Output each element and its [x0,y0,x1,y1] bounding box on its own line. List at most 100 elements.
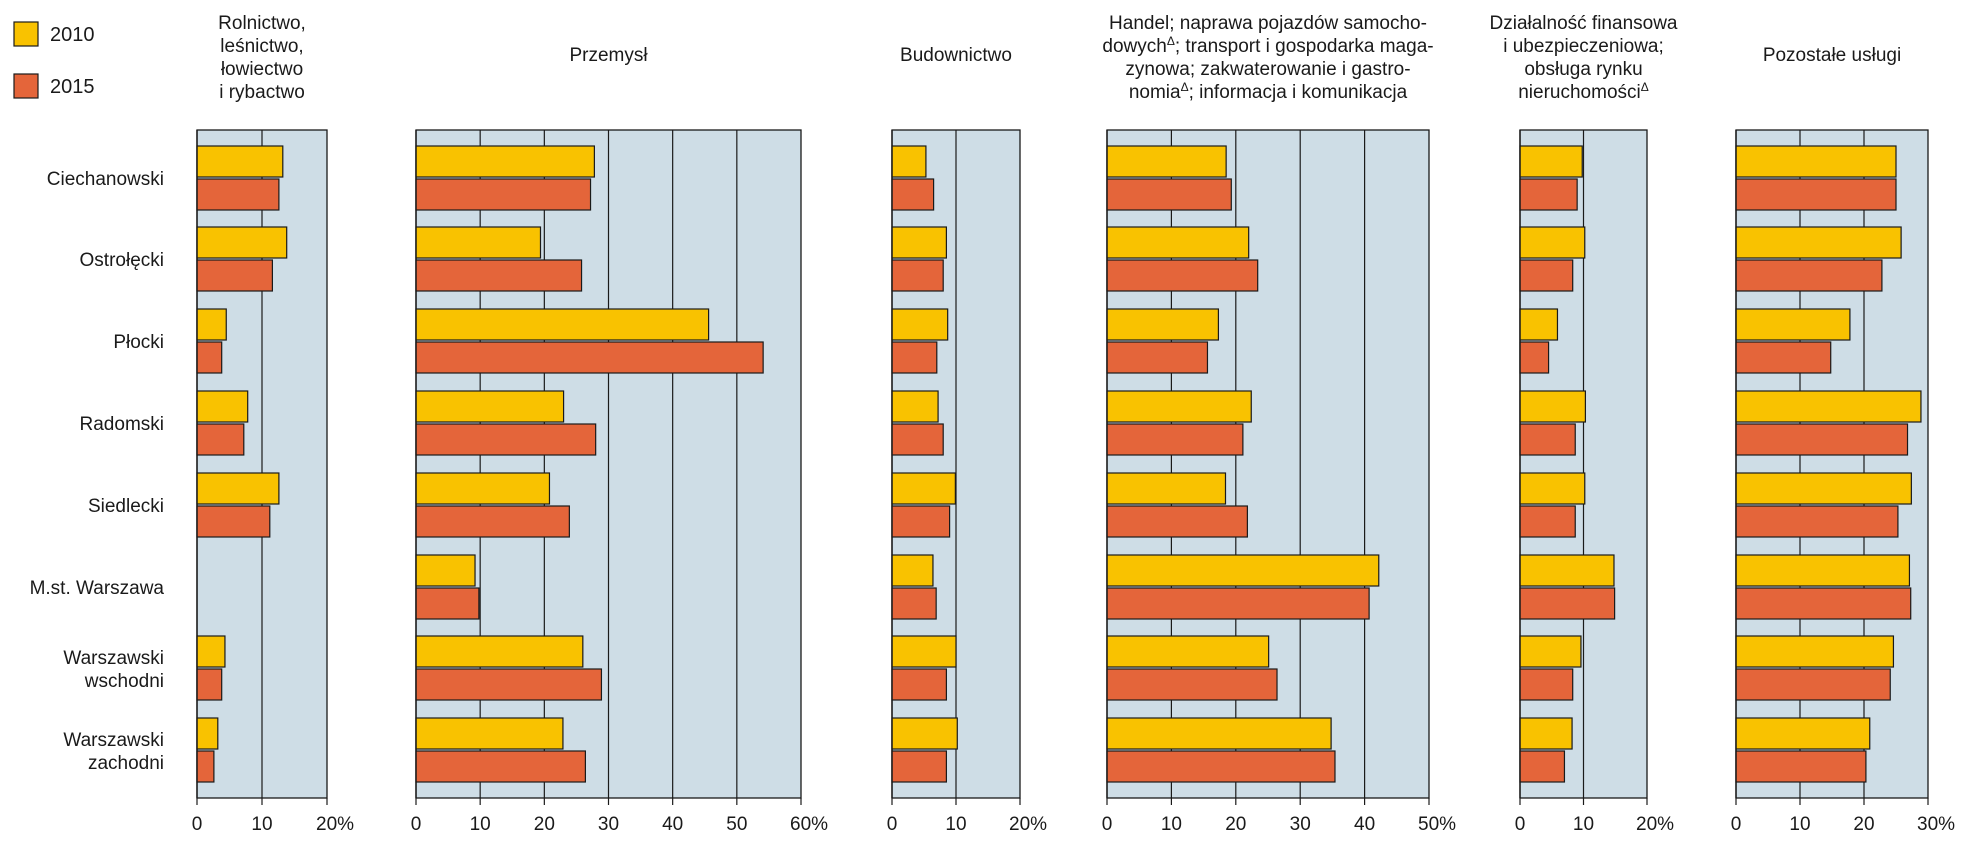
tick-label: 10 [945,814,966,835]
bar-2010 [1106,717,1332,750]
category-label: Radomski [80,414,164,435]
bar-2010 [891,635,957,668]
tick-label: 0 [1731,814,1742,835]
bar-2010 [415,308,710,341]
bar-2015 [415,341,764,374]
bar-2010 [1106,390,1252,423]
panel-title: Budownictwo [900,45,1012,66]
tick-label: 10 [1789,814,1810,835]
tick-label: 40 [1354,814,1375,835]
bar-2015 [891,423,944,456]
tick-label: 30 [598,814,619,835]
tick-label: 10 [1161,814,1182,835]
bar-2015 [1519,668,1574,701]
tick-label: 50 [726,814,747,835]
tick-label: 20 [1853,814,1874,835]
bar-2015 [196,505,271,538]
bar-2010 [415,717,564,750]
panel-title: łowiectwo [221,59,303,80]
bar-2010 [196,145,284,178]
bar-2015 [891,750,948,783]
bar-2015 [1106,505,1248,538]
bar-2010 [1735,717,1871,750]
tick-label: 10 [1573,814,1594,835]
bar-2010 [1519,308,1559,341]
tick-label: 0 [1102,814,1113,835]
bar-2015 [1106,341,1209,374]
bar-2010 [1735,472,1912,505]
bar-2015 [1735,341,1832,374]
tick-label: 30 [1290,814,1311,835]
bar-2015 [1519,423,1576,456]
bar-2015 [196,423,245,456]
bar-2015 [415,587,480,620]
panel-title: obsługa rynku [1524,59,1642,80]
panel-title: i rybactwo [219,82,305,103]
bar-2010 [1106,308,1220,341]
bar-2010 [1519,145,1583,178]
bar-2010 [415,390,565,423]
bar-2010 [1106,226,1250,259]
tick-label: 30% [1917,814,1955,835]
bar-2015 [1106,178,1232,211]
tick-label: 50% [1418,814,1456,835]
bar-2010 [1106,145,1227,178]
bar-2010 [1519,717,1573,750]
bar-2010 [891,390,939,423]
bar-2010 [891,472,956,505]
bar-2010 [196,635,226,668]
tick-label: 20 [1225,814,1246,835]
category-label: M.st. Warszawa [30,578,165,599]
bar-2015 [1735,423,1909,456]
panel-title: Rolnictwo, [218,13,306,34]
bar-2010 [1735,635,1895,668]
bar-2015 [1519,341,1550,374]
panel-title: Handel; naprawa pojazdów samocho- [1109,13,1427,34]
tick-label: 20% [1009,814,1047,835]
bar-2015 [1519,587,1616,620]
tick-label: 20% [316,814,354,835]
bar-2010 [1735,554,1911,587]
bar-2015 [415,505,570,538]
bar-2015 [1735,178,1897,211]
category-label: Warszawski wschodni [63,648,164,692]
legend-label-2010: 2010 [50,24,95,46]
panel-title: dowychΔ; transport i gospodarka maga- [1102,34,1433,57]
bar-2015 [891,178,935,211]
bar-2015 [1106,668,1278,701]
tick-label: 0 [1515,814,1526,835]
bar-2015 [1519,178,1578,211]
tick-label: 0 [887,814,898,835]
panel-title: Pozostałe usługi [1763,45,1901,66]
legend-swatch-2015 [13,73,39,99]
category-label: Siedlecki [88,496,164,517]
bar-2015 [1519,505,1576,538]
bar-2015 [891,587,937,620]
bar-2015 [1519,750,1566,783]
bar-2010 [196,717,219,750]
bar-2010 [1519,554,1615,587]
panel-title: zynowa; zakwaterowanie i gastro- [1125,59,1410,80]
bar-2010 [1735,390,1922,423]
category-label: Warszawski zachodni [63,730,164,774]
bar-2010 [1106,472,1227,505]
bar-2015 [1735,750,1867,783]
bar-2015 [1519,259,1574,292]
bar-2010 [1519,472,1586,505]
bar-2010 [891,554,934,587]
bar-2010 [891,226,948,259]
bar-2010 [415,145,595,178]
category-label: Płocki [113,332,164,353]
bar-2015 [196,341,223,374]
panel-title: i ubezpieczeniowa; [1503,36,1664,57]
bar-2015 [1735,259,1883,292]
bar-2010 [196,390,249,423]
bar-2010 [1519,226,1586,259]
bar-2015 [1735,587,1912,620]
bar-2010 [891,145,927,178]
tick-label: 0 [411,814,422,835]
bar-2015 [891,341,938,374]
bar-2010 [415,472,551,505]
bar-2015 [196,178,280,211]
